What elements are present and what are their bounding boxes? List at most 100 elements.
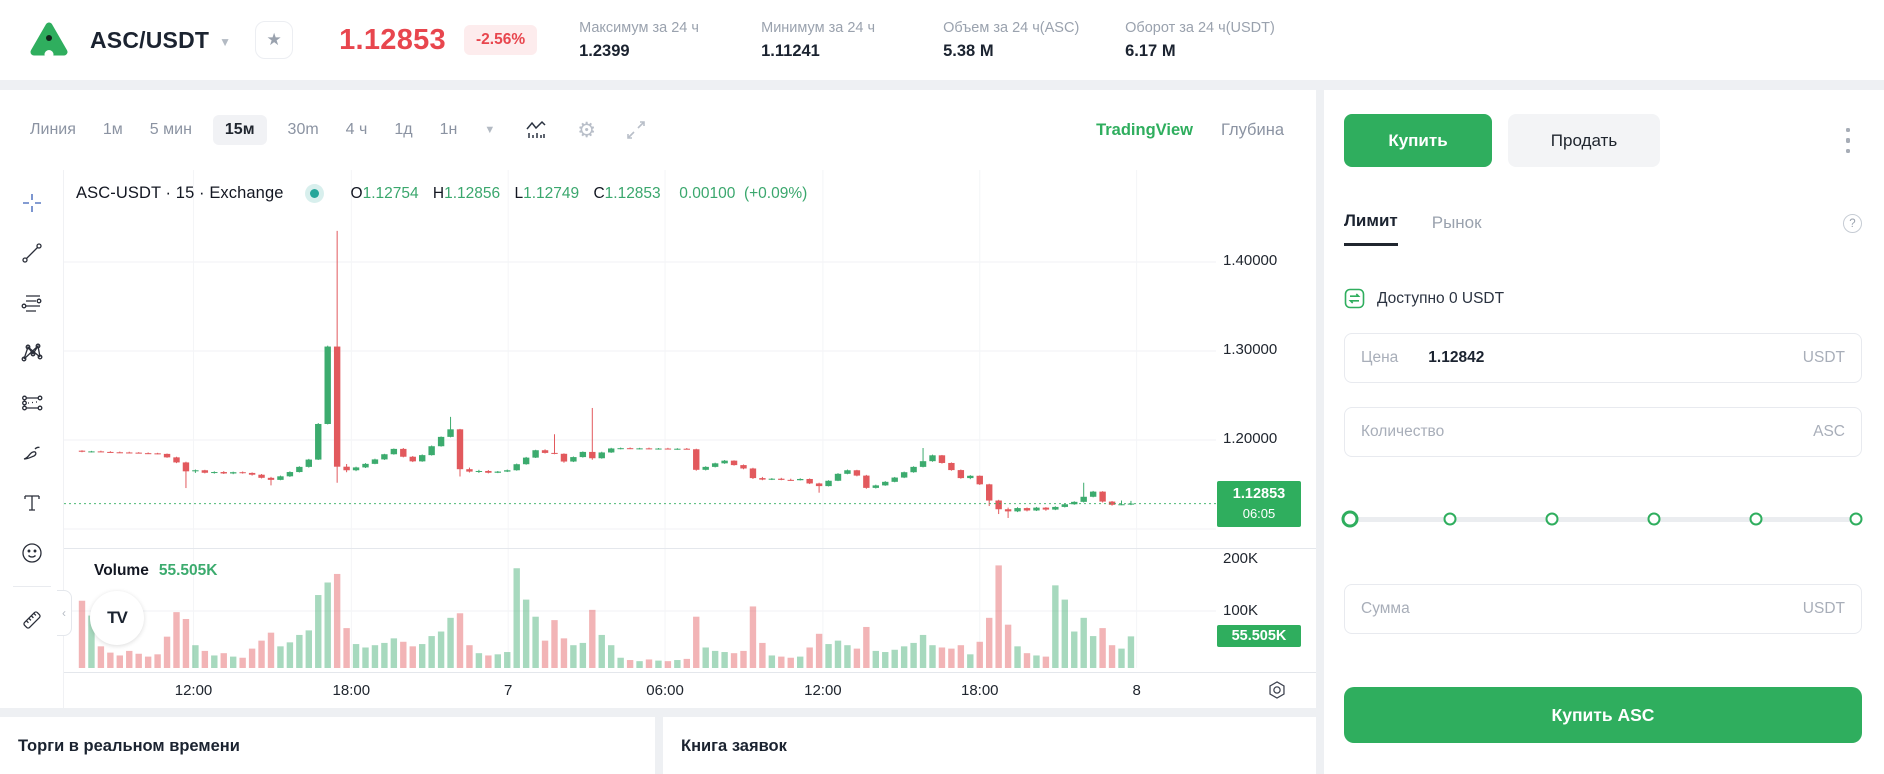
interval-1m[interactable]: 1м [102,121,123,138]
volume-axis-label: 100K [1223,602,1259,619]
chart-section: Линия 1м 5 мин 15м 30m 4 ч 1д 1н ▼ ⚙ Tra… [0,90,1316,708]
interval-15m[interactable]: 15м [212,115,267,145]
slider-handle[interactable] [1341,510,1359,528]
price-axis-label: 1.30000 [1223,341,1278,358]
sell-tab-button[interactable]: Продать [1508,114,1660,167]
volume-legend: Volume 55.505K [94,562,218,579]
time-axis[interactable]: 12:00 18:00 7 06:00 12:00 18:00 8 [0,673,1316,708]
exchange-logo-icon [30,22,68,59]
crosshair-tool-icon[interactable] [0,178,63,228]
stats-24h: Максимум за 24 ч 1.2399 Минимум за 24 ч … [579,20,1309,61]
price-axis-label: 1.20000 [1223,430,1278,447]
price-axis-label: 1.40000 [1223,252,1278,269]
stat-low: Минимум за 24 ч 1.11241 [761,19,876,60]
pair-dropdown-caret-icon[interactable]: ▼ [219,35,232,49]
tab-depth[interactable]: Глубина [1220,120,1284,139]
orderbook-panel: Книга заявок [663,717,1316,774]
tab-market[interactable]: Рынок [1431,212,1482,232]
price-axis[interactable]: 1.40000 1.30000 1.20000 1.12853 06:05 20… [1216,170,1316,708]
live-trades-panel: Торги в реальном времени [0,717,655,774]
xabcd-pattern-tool-icon[interactable] [0,328,63,378]
stat-turnover: Оборот за 24 ч(USDT) 6.17 M [1125,19,1275,60]
buy-sell-switch: Купить Продать [1344,114,1862,167]
order-type-tabs: Лимит Рынок ? [1344,211,1862,246]
time-axis-label: 12:00 [174,682,213,699]
price-field[interactable]: Цена 1.12842 USDT [1344,333,1862,383]
market-status-dot-icon [309,189,319,198]
interval-30m[interactable]: 30m [287,121,319,138]
time-axis-label: 7 [504,682,513,699]
time-axis-label: 18:00 [960,682,999,699]
interval-4h[interactable]: 4 ч [345,121,368,138]
favorite-button[interactable]: ★ [255,21,294,59]
time-axis-separator [0,672,1316,673]
help-icon[interactable]: ? [1843,214,1862,233]
price-field-unit: USDT [1802,349,1845,366]
candlestick-chart[interactable] [64,170,1216,708]
last-price: 1.12853 [339,23,446,56]
legend-ohlc: O1.12754 H1.12856 L1.12749 C1.12853 0.00… [350,184,808,202]
projection-tool-icon[interactable] [0,378,63,428]
total-field[interactable]: Сумма USDT [1344,584,1862,634]
screenshot-camera-icon[interactable] [1266,679,1288,706]
available-balance: Доступно 0 USDT [1377,289,1505,307]
volume-axis-label: 200K [1223,550,1259,567]
more-intervals-caret-icon[interactable]: ▼ [484,124,496,136]
buy-tab-button[interactable]: Купить [1344,114,1492,167]
chart-settings-gear-icon[interactable]: ⚙ [577,118,597,142]
trend-line-tool-icon[interactable] [0,228,63,278]
last-price-badge: 1.12853 06:05 [1217,481,1301,528]
change-badge: -2.56% [464,25,538,55]
slider-step-80[interactable] [1749,512,1763,526]
chart-body: ‹ ASC-USDT · 15 · Exchange O1.12754 H1.1… [0,170,1316,708]
fullscreen-icon[interactable] [626,120,646,140]
price-field-value: 1.12842 [1428,349,1485,366]
slider-track[interactable] [1348,517,1858,522]
time-axis-label: 18:00 [332,682,371,699]
time-axis-label: 06:00 [646,682,684,699]
time-axis-label: 12:00 [804,682,842,699]
star-icon: ★ [266,30,282,49]
chart-type-line[interactable]: Линия [30,121,76,138]
orderbook-title: Книга заявок [681,737,787,755]
interval-5min[interactable]: 5 мин [149,121,192,138]
amount-percent-slider[interactable] [1341,509,1863,529]
pane-divider[interactable] [0,548,1316,549]
more-options-icon[interactable] [1840,122,1857,160]
tab-limit[interactable]: Лимит [1344,211,1398,246]
indicators-icon[interactable] [525,120,547,140]
fib-retracement-tool-icon[interactable] [0,278,63,328]
slider-step-40[interactable] [1545,512,1559,526]
sidebar-collapse-handle[interactable]: ‹ [57,590,72,636]
buy-asc-submit-button[interactable]: Купить ASC [1344,687,1862,743]
total-field-placeholder: Сумма [1361,600,1410,617]
stat-volume: Объем за 24 ч(ASC) 5.38 M [943,19,1080,60]
trade-panel: Купить Продать Лимит Рынок ? Доступно 0 … [1324,90,1884,774]
price-field-label: Цена [1361,349,1399,366]
pair-title[interactable]: ASC/USDT [90,26,210,53]
chart-legend: ASC-USDT · 15 · Exchange O1.12754 H1.128… [76,184,807,203]
stat-high: Максимум за 24 ч 1.2399 [579,19,699,60]
drawing-tools-sidebar [0,170,64,708]
live-trades-title: Торги в реальном времени [18,737,240,755]
available-balance-row: Доступно 0 USDT [1344,288,1862,309]
emoji-tool-icon[interactable] [0,528,63,578]
slider-step-60[interactable] [1647,512,1661,526]
total-field-unit: USDT [1802,600,1845,617]
transfer-icon[interactable] [1344,288,1365,309]
tradingview-watermark: TV [90,591,144,645]
tools-divider [12,586,51,587]
measure-ruler-tool-icon[interactable] [0,595,63,645]
amount-field[interactable]: Количество ASC [1344,407,1862,457]
tab-tradingview[interactable]: TradingView [1096,120,1193,139]
interval-1w[interactable]: 1н [439,121,458,138]
pair-header: ASC/USDT ▼ ★ 1.12853 -2.56% Максимум за … [0,0,1884,80]
legend-symbol: ASC-USDT · 15 · Exchange [76,184,284,202]
slider-step-20[interactable] [1443,512,1457,526]
interval-1d[interactable]: 1д [394,121,413,138]
slider-step-100[interactable] [1849,512,1863,526]
brush-tool-icon[interactable] [0,428,63,478]
amount-field-placeholder: Количество [1361,423,1445,440]
text-tool-icon[interactable] [0,478,63,528]
